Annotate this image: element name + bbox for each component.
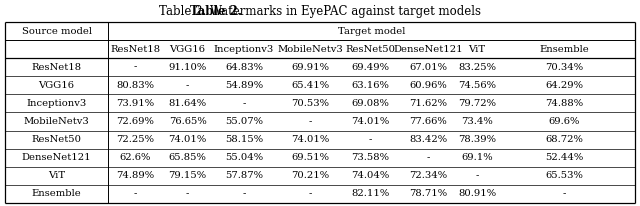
Text: -: - — [309, 117, 312, 126]
Text: 83.42%: 83.42% — [409, 135, 447, 144]
Text: 74.56%: 74.56% — [458, 81, 496, 90]
Text: 80.83%: 80.83% — [116, 81, 154, 90]
Text: 60.96%: 60.96% — [409, 81, 447, 90]
Text: -: - — [186, 190, 189, 198]
Text: -: - — [243, 190, 246, 198]
Text: 55.04%: 55.04% — [225, 153, 263, 162]
Text: 76.65%: 76.65% — [168, 117, 206, 126]
Text: -: - — [243, 99, 246, 108]
Text: -: - — [369, 135, 372, 144]
Text: ViT: ViT — [468, 44, 486, 54]
Text: MobileNetv3: MobileNetv3 — [278, 44, 344, 54]
Text: 78.39%: 78.39% — [458, 135, 496, 144]
Text: 71.62%: 71.62% — [409, 99, 447, 108]
Text: 69.08%: 69.08% — [351, 99, 389, 108]
Text: ResNet50: ResNet50 — [346, 44, 396, 54]
Text: -: - — [426, 153, 429, 162]
Text: 70.34%: 70.34% — [545, 63, 584, 71]
Text: 65.85%: 65.85% — [168, 153, 207, 162]
Text: -: - — [134, 190, 137, 198]
Text: VGG16: VGG16 — [170, 44, 205, 54]
Text: 82.11%: 82.11% — [351, 190, 390, 198]
Text: 73.58%: 73.58% — [351, 153, 390, 162]
Text: ResNet18: ResNet18 — [111, 44, 161, 54]
Text: 81.64%: 81.64% — [168, 99, 207, 108]
Text: 77.66%: 77.66% — [409, 117, 447, 126]
Text: -: - — [563, 190, 566, 198]
Text: 74.01%: 74.01% — [291, 135, 330, 144]
Text: 62.6%: 62.6% — [120, 153, 151, 162]
Text: 54.89%: 54.89% — [225, 81, 263, 90]
Text: 72.34%: 72.34% — [409, 171, 447, 180]
Text: 69.6%: 69.6% — [549, 117, 580, 126]
Text: 91.10%: 91.10% — [168, 63, 207, 71]
Text: 67.01%: 67.01% — [409, 63, 447, 71]
Text: 69.51%: 69.51% — [291, 153, 330, 162]
Text: ResNet50: ResNet50 — [31, 135, 81, 144]
Text: 64.29%: 64.29% — [545, 81, 584, 90]
Text: 65.41%: 65.41% — [291, 81, 330, 90]
Text: 69.1%: 69.1% — [461, 153, 493, 162]
Text: Table 2.: Table 2. — [189, 5, 242, 18]
Text: 57.87%: 57.87% — [225, 171, 263, 180]
Text: 74.89%: 74.89% — [116, 171, 155, 180]
Text: -: - — [186, 81, 189, 90]
Text: 69.91%: 69.91% — [291, 63, 330, 71]
Text: Table 2.: Table 2. — [205, 5, 257, 18]
Text: -: - — [134, 63, 137, 71]
Text: 70.53%: 70.53% — [291, 99, 330, 108]
Text: Inceptionv3: Inceptionv3 — [214, 44, 274, 54]
Text: Ensemble: Ensemble — [31, 190, 81, 198]
Text: 70.21%: 70.21% — [291, 171, 330, 180]
Text: 73.4%: 73.4% — [461, 117, 493, 126]
Text: ViT: ViT — [48, 171, 65, 180]
Text: Target model: Target model — [338, 27, 405, 35]
Text: 79.72%: 79.72% — [458, 99, 496, 108]
Text: -: - — [476, 171, 479, 180]
Text: 69.49%: 69.49% — [351, 63, 390, 71]
Text: 52.44%: 52.44% — [545, 153, 584, 162]
Text: 78.71%: 78.71% — [409, 190, 447, 198]
Text: 74.01%: 74.01% — [351, 117, 390, 126]
Text: 83.25%: 83.25% — [458, 63, 496, 71]
Text: 73.91%: 73.91% — [116, 99, 155, 108]
Text: Table 2. Watermarks in EyePAC against target models: Table 2. Watermarks in EyePAC against ta… — [159, 5, 481, 18]
Text: 74.01%: 74.01% — [168, 135, 207, 144]
Text: -: - — [309, 190, 312, 198]
Text: VGG16: VGG16 — [38, 81, 74, 90]
Text: 72.69%: 72.69% — [116, 117, 154, 126]
Text: 72.25%: 72.25% — [116, 135, 154, 144]
Text: 80.91%: 80.91% — [458, 190, 496, 198]
Text: 55.07%: 55.07% — [225, 117, 263, 126]
Text: Table 2. Watermarks in EyePAC against target models: Table 2. Watermarks in EyePAC against ta… — [159, 5, 481, 18]
Text: 63.16%: 63.16% — [351, 81, 389, 90]
Text: Inceptionv3: Inceptionv3 — [26, 99, 86, 108]
Text: 58.15%: 58.15% — [225, 135, 263, 144]
Text: 74.88%: 74.88% — [545, 99, 584, 108]
Text: DenseNet121: DenseNet121 — [393, 44, 463, 54]
Text: DenseNet121: DenseNet121 — [22, 153, 92, 162]
Text: 79.15%: 79.15% — [168, 171, 207, 180]
Text: Source model: Source model — [22, 27, 92, 35]
Text: Ensemble: Ensemble — [540, 44, 589, 54]
Text: 64.83%: 64.83% — [225, 63, 263, 71]
Text: 74.04%: 74.04% — [351, 171, 390, 180]
Text: Table 2. Watermarks in EyePAC against target models: Table 2. Watermarks in EyePAC against ta… — [205, 5, 527, 18]
Text: ResNet18: ResNet18 — [31, 63, 81, 71]
Text: 65.53%: 65.53% — [545, 171, 584, 180]
Text: 68.72%: 68.72% — [545, 135, 584, 144]
Text: Table 2. Watermarks in EyePAC against target models: Table 2. Watermarks in EyePAC against ta… — [159, 5, 481, 18]
Text: MobileNetv3: MobileNetv3 — [24, 117, 90, 126]
